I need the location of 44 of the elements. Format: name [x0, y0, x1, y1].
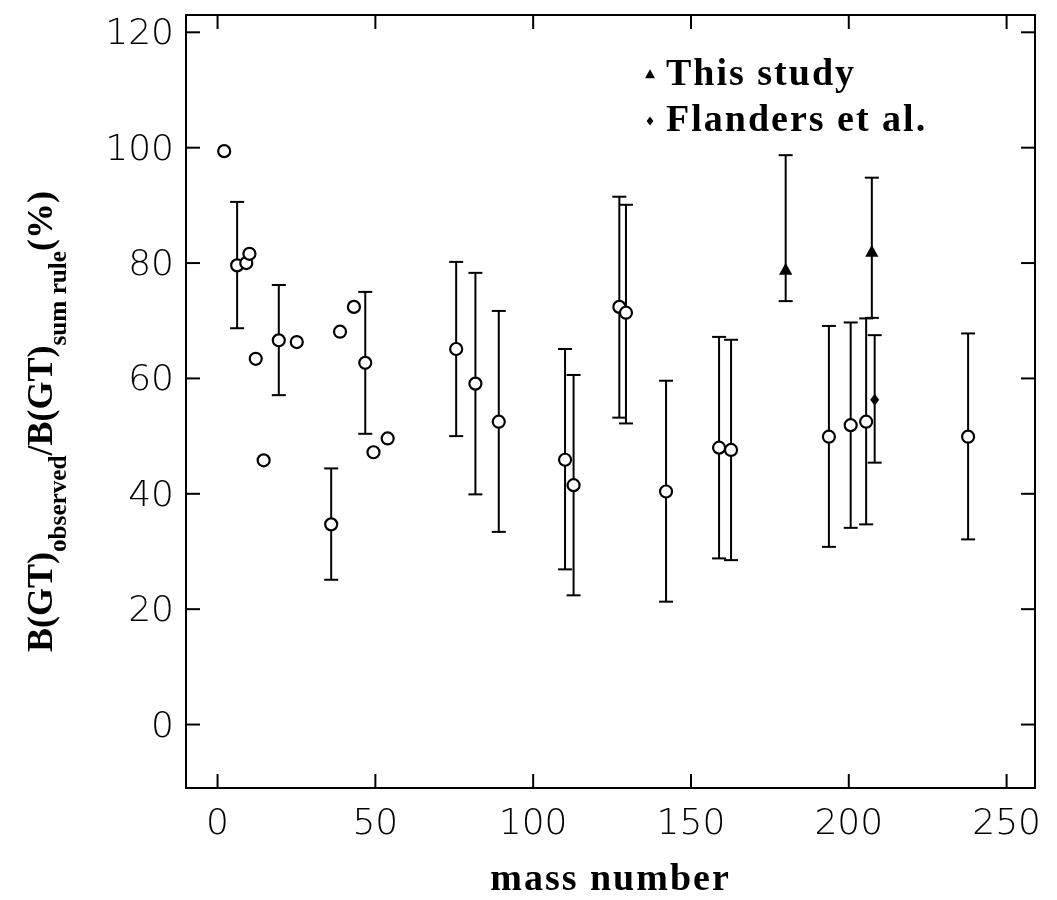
- y-tick-label: 40: [128, 472, 174, 514]
- x-tick-label: 200: [814, 801, 884, 842]
- point: [289, 334, 304, 350]
- point: [248, 351, 263, 366]
- y-tick-label: 100: [105, 126, 174, 168]
- x-tick-label: 0: [206, 801, 230, 842]
- point: [658, 484, 674, 499]
- x-tick-label: 50: [352, 801, 399, 842]
- point: [491, 414, 506, 429]
- point: [566, 478, 581, 493]
- point: [821, 429, 836, 444]
- x-axis-title: mass number: [490, 856, 731, 898]
- x-tick-label: 250: [972, 801, 1041, 842]
- legend-label: This study: [666, 51, 857, 93]
- y-tick-label: 0: [151, 703, 174, 745]
- point: [449, 341, 464, 357]
- point: [859, 414, 874, 429]
- point: [256, 453, 271, 468]
- point: [843, 418, 858, 433]
- y-tick-label: 80: [128, 242, 174, 284]
- point: [960, 429, 976, 444]
- point: [271, 333, 286, 348]
- point: [711, 440, 727, 455]
- y-tick-label: 120: [105, 11, 174, 53]
- point: [324, 517, 339, 532]
- point: [346, 299, 362, 314]
- point: [242, 246, 257, 261]
- y-tick-label: 20: [128, 588, 174, 630]
- point: [366, 445, 381, 460]
- point: [217, 144, 232, 159]
- point: [380, 431, 395, 446]
- point: [557, 452, 573, 467]
- point: [865, 244, 879, 257]
- point: [779, 262, 793, 275]
- point: [332, 324, 348, 339]
- y-tick-label: 60: [128, 357, 174, 399]
- point: [468, 376, 483, 391]
- point: [618, 305, 634, 320]
- legend-label: Flanders et al.: [666, 97, 928, 139]
- x-tick-label: 100: [498, 801, 568, 842]
- point: [870, 393, 880, 406]
- point: [723, 442, 739, 458]
- point: [358, 355, 373, 370]
- x-tick-label: 150: [656, 801, 726, 842]
